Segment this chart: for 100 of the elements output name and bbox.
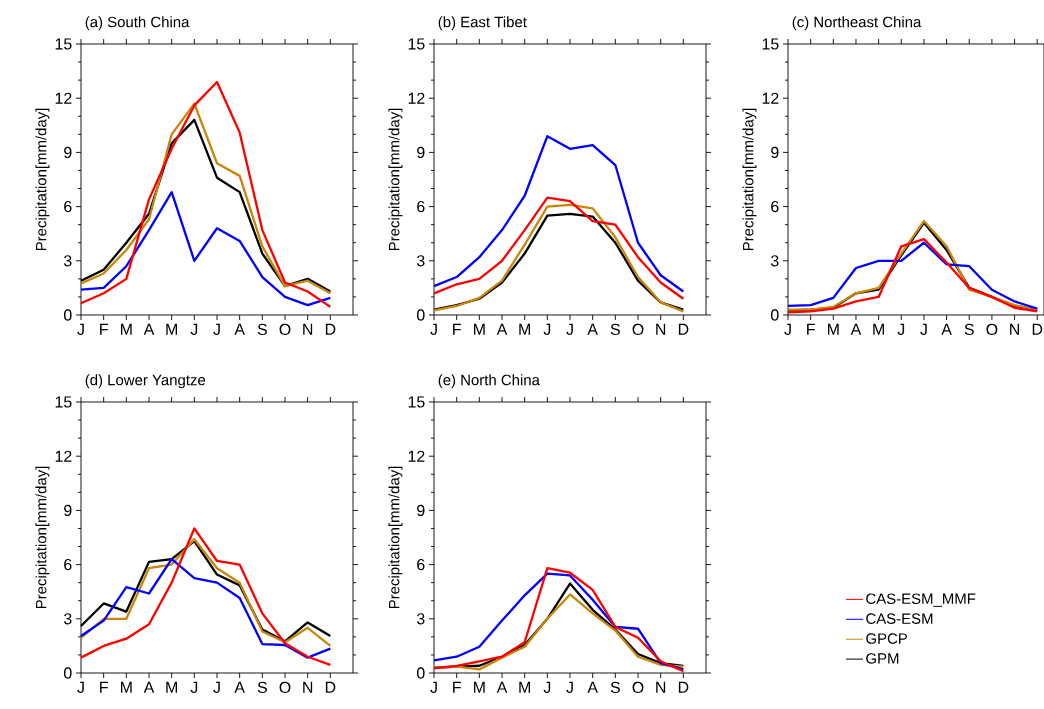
x-tick-label: J bbox=[77, 681, 84, 693]
x-tick-label: N bbox=[656, 681, 666, 693]
legend-label: CAS-ESM bbox=[866, 613, 933, 624]
line-series bbox=[79, 80, 332, 309]
x-tick-label: D bbox=[325, 323, 336, 335]
y-tick-label: 12 bbox=[55, 92, 72, 104]
line-series bbox=[79, 558, 332, 659]
x-tick-label: N bbox=[1010, 323, 1020, 335]
y-tick-label: 0 bbox=[63, 667, 72, 679]
y-tick-label: 3 bbox=[416, 613, 425, 625]
y-tick-label: 9 bbox=[64, 504, 72, 517]
x-tick-label: A bbox=[850, 323, 862, 335]
x-tick-label: S bbox=[610, 681, 620, 694]
chart-title: (d) Lower Yangtze bbox=[85, 374, 206, 389]
x-tick-label: J bbox=[190, 681, 198, 693]
y-tick-label: 0 bbox=[416, 309, 425, 321]
x-tick-label: S bbox=[257, 681, 267, 694]
x-tick-label: J bbox=[213, 681, 220, 693]
y-axis-title: Precipitation[mm/day] bbox=[388, 108, 403, 251]
x-tick-label: S bbox=[257, 323, 267, 336]
y-tick-label: 3 bbox=[63, 613, 72, 625]
y-tick-label: 12 bbox=[762, 92, 779, 104]
x-tick-label: A bbox=[496, 681, 508, 693]
y-tick-label: 3 bbox=[63, 255, 72, 267]
line-series bbox=[79, 190, 332, 307]
x-tick-label: M bbox=[873, 323, 884, 335]
x-tick-label: F bbox=[807, 323, 815, 335]
x-tick-label: M bbox=[121, 681, 132, 693]
x-tick-label: M bbox=[474, 323, 485, 335]
x-tick-label: D bbox=[1032, 323, 1043, 335]
y-tick-label: 15 bbox=[55, 38, 72, 50]
y-tick-label: 0 bbox=[771, 309, 779, 321]
x-tick-label: F bbox=[100, 323, 108, 335]
y-tick-label: 6 bbox=[417, 200, 425, 213]
x-tick-label: A bbox=[587, 681, 598, 693]
y-tick-label: 6 bbox=[64, 200, 72, 213]
y-tick-label: 15 bbox=[55, 396, 72, 408]
x-tick-label: J bbox=[430, 681, 437, 693]
y-tick-label: 12 bbox=[408, 92, 425, 104]
line-series bbox=[79, 527, 332, 667]
x-tick-label: O bbox=[632, 323, 644, 336]
x-tick-label: J bbox=[784, 323, 791, 335]
x-tick-label: F bbox=[453, 681, 461, 693]
line-series bbox=[432, 134, 685, 293]
legend-label: CAS-ESM_MMF bbox=[866, 593, 976, 607]
x-tick-label: O bbox=[279, 323, 291, 336]
x-tick-label: O bbox=[279, 681, 291, 694]
y-tick-label: 0 bbox=[416, 667, 425, 679]
y-tick-label: 15 bbox=[408, 396, 425, 408]
y-tick-label: 3 bbox=[770, 255, 779, 267]
x-tick-label: S bbox=[964, 323, 974, 336]
y-axis-title: Precipitation[mm/day] bbox=[742, 108, 757, 251]
y-tick-label: 6 bbox=[771, 200, 779, 213]
x-tick-label: J bbox=[897, 323, 905, 335]
chart-title: (a) South China bbox=[85, 16, 190, 31]
legend-label: GPCP bbox=[866, 633, 907, 644]
x-tick-label: D bbox=[678, 323, 689, 335]
y-tick-label: 9 bbox=[417, 146, 425, 159]
x-tick-label: N bbox=[656, 323, 666, 335]
y-tick-label: 15 bbox=[762, 38, 779, 50]
x-tick-label: J bbox=[566, 681, 573, 693]
x-tick-label: A bbox=[587, 323, 598, 335]
x-tick-label: D bbox=[678, 681, 689, 693]
x-tick-label: J bbox=[190, 323, 198, 335]
x-tick-label: M bbox=[474, 681, 485, 693]
x-tick-label: J bbox=[543, 681, 551, 693]
x-tick-label: M bbox=[827, 323, 839, 335]
line-series bbox=[432, 196, 685, 300]
chart-title: (b) East Tibet bbox=[438, 16, 527, 31]
y-tick-label: 12 bbox=[408, 450, 425, 462]
x-tick-label: J bbox=[213, 323, 220, 335]
y-axis-title: Precipitation[mm/day] bbox=[35, 466, 50, 609]
y-axis-title: Precipitation[mm/day] bbox=[35, 108, 50, 251]
y-tick-label: 6 bbox=[64, 558, 72, 571]
x-tick-label: J bbox=[77, 323, 84, 335]
x-tick-label: M bbox=[121, 323, 132, 335]
x-tick-label: J bbox=[566, 323, 573, 335]
chart-title: (c) Northeast China bbox=[792, 16, 922, 31]
x-tick-label: A bbox=[941, 323, 952, 335]
x-tick-label: N bbox=[303, 681, 313, 693]
x-tick-label: F bbox=[100, 681, 108, 693]
x-tick-label: D bbox=[325, 681, 336, 693]
y-tick-label: 3 bbox=[416, 255, 425, 267]
y-tick-label: 6 bbox=[417, 558, 425, 571]
x-tick-label: M bbox=[519, 323, 530, 335]
x-tick-label: A bbox=[496, 323, 508, 335]
x-tick-label: A bbox=[234, 681, 245, 693]
x-tick-label: J bbox=[920, 323, 927, 335]
x-tick-label: F bbox=[453, 323, 461, 335]
x-tick-label: S bbox=[610, 323, 620, 336]
y-tick-label: 9 bbox=[64, 146, 72, 159]
x-tick-label: M bbox=[166, 681, 177, 693]
y-tick-label: 12 bbox=[55, 450, 72, 462]
chart-title: (e) North China bbox=[438, 374, 540, 389]
x-tick-label: A bbox=[143, 681, 155, 693]
y-tick-label: 9 bbox=[771, 146, 779, 159]
x-tick-label: J bbox=[543, 323, 551, 335]
x-tick-label: M bbox=[166, 323, 177, 335]
x-tick-label: O bbox=[986, 323, 998, 336]
legend-label: GPM bbox=[866, 653, 899, 664]
